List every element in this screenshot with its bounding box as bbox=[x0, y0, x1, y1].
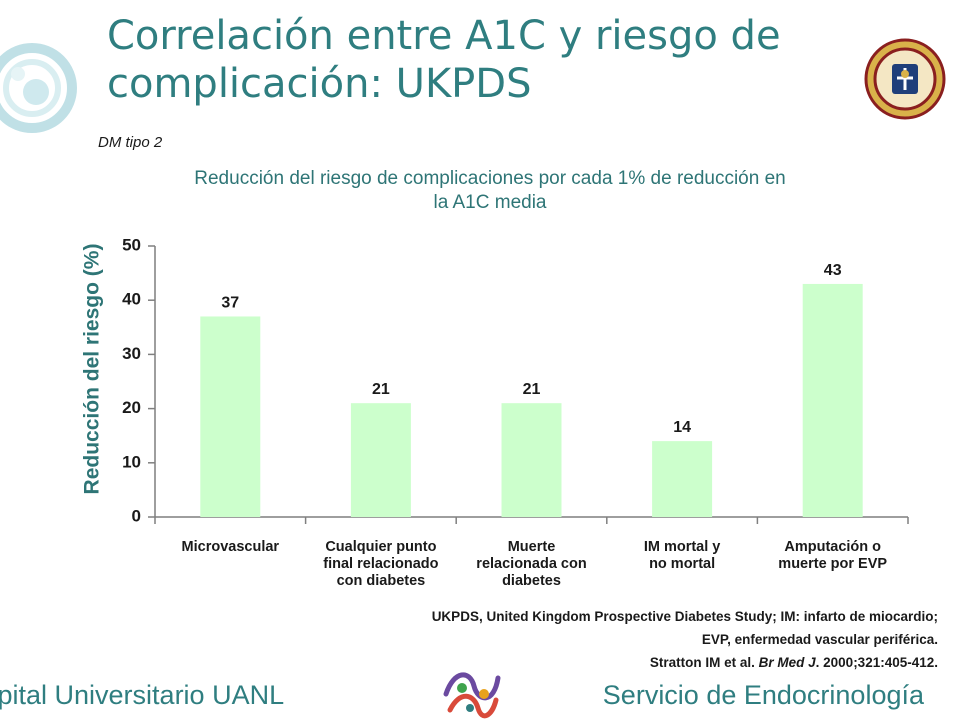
y-tick-label: 50 bbox=[122, 235, 141, 254]
footnote-ref-journal: Br Med J bbox=[758, 655, 816, 670]
slide-title-line-2: complicación: UKPDS bbox=[107, 61, 532, 107]
footer-service: Servicio de Endocrinología bbox=[602, 680, 924, 710]
footnote-abbreviations-1: UKPDS, United Kingdom Prospective Diabet… bbox=[431, 609, 938, 624]
x-category-label: IM mortal y bbox=[644, 539, 721, 555]
footer-hospital: spital Universitario UANL bbox=[0, 680, 285, 710]
x-category-label: no mortal bbox=[649, 556, 715, 572]
footnotes: UKPDS, United Kingdom Prospective Diabet… bbox=[432, 605, 938, 674]
bar bbox=[802, 283, 863, 517]
bar bbox=[652, 441, 713, 517]
bar-value-label: 43 bbox=[824, 262, 842, 279]
decorative-rings bbox=[0, 43, 77, 133]
y-tick-label: 20 bbox=[122, 398, 141, 417]
chart-title: Reducción del riesgo de complicaciones p… bbox=[110, 167, 870, 215]
bar-value-label: 37 bbox=[221, 294, 239, 311]
y-tick-label: 0 bbox=[132, 506, 141, 525]
slide-title: Correlación entre A1C y riesgo de compli… bbox=[107, 12, 847, 108]
bar bbox=[200, 316, 261, 517]
x-category-label: final relacionado bbox=[323, 556, 438, 572]
bar-value-label: 21 bbox=[372, 381, 390, 398]
x-category-label: con diabetes bbox=[337, 573, 426, 589]
x-category-label: muerte por EVP bbox=[778, 556, 887, 572]
bar bbox=[350, 403, 411, 517]
x-category-label: Amputación o bbox=[784, 539, 881, 555]
university-seal-icon bbox=[864, 38, 946, 120]
y-tick-label: 40 bbox=[122, 290, 141, 309]
slide-title-line-1: Correlación entre A1C y riesgo de bbox=[107, 13, 781, 59]
dm-type-label: DM tipo 2 bbox=[98, 134, 163, 151]
x-category-label: Cualquier punto bbox=[325, 539, 436, 555]
bar-value-label: 14 bbox=[673, 419, 691, 436]
footnote-ref-authors: Stratton IM et al. bbox=[649, 655, 759, 670]
endocrinology-logo-icon bbox=[443, 672, 501, 719]
x-category-label: Muerte bbox=[508, 539, 556, 555]
x-category-label: Microvascular bbox=[182, 539, 280, 555]
chart-title-line-1: Reducción del riesgo de complicaciones p… bbox=[194, 168, 786, 189]
x-category-label: relacionada con bbox=[476, 556, 586, 572]
y-tick-label: 10 bbox=[122, 452, 141, 471]
x-category-label: diabetes bbox=[502, 573, 561, 589]
bar bbox=[501, 403, 562, 517]
footnote-ref-details: . 2000;321:405-412. bbox=[815, 655, 938, 670]
chart-title-line-2: la A1C media bbox=[433, 192, 547, 213]
bar-value-label: 21 bbox=[523, 381, 541, 398]
y-tick-label: 30 bbox=[122, 344, 141, 363]
y-axis-label: Reducción del riesgo (%) bbox=[81, 244, 104, 495]
footnote-abbreviations-2: EVP, enfermedad vascular periférica. bbox=[701, 632, 938, 647]
footnote-reference: Stratton IM et al. Br Med J. 2000;321:40… bbox=[432, 651, 938, 674]
